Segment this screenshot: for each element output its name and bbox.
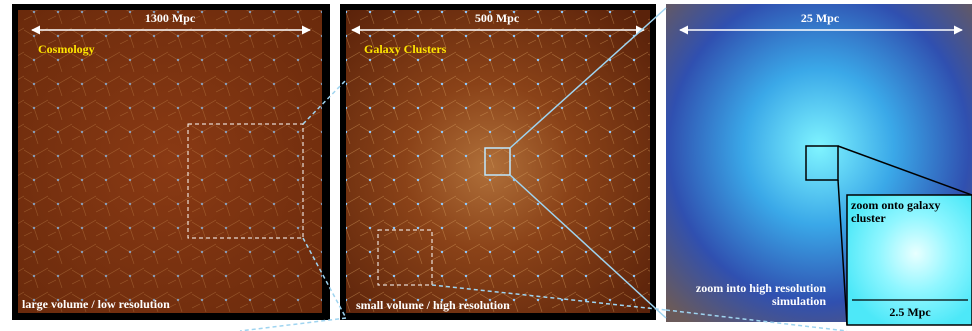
panel-title: Cosmology	[38, 42, 95, 56]
scale-label: 500 Mpc	[475, 11, 520, 25]
scale-label: 1300 Mpc	[145, 11, 196, 25]
panel-title: Galaxy Clusters	[364, 42, 447, 56]
inset-caption: zoom onto galaxy	[851, 198, 940, 212]
panel-caption: simulation	[772, 294, 826, 308]
panel-caption: large volume / low resolution	[22, 297, 170, 311]
panel-caption: small volume / high resolution	[356, 298, 510, 312]
scale-label: 25 Mpc	[801, 11, 840, 25]
panel-caption: zoom into high resolution	[696, 281, 826, 295]
inset-caption: cluster	[851, 211, 886, 225]
figure: 1300 Mpc Cosmology large volume / low re…	[0, 0, 972, 331]
scale-label: 2.5 Mpc	[889, 305, 931, 319]
